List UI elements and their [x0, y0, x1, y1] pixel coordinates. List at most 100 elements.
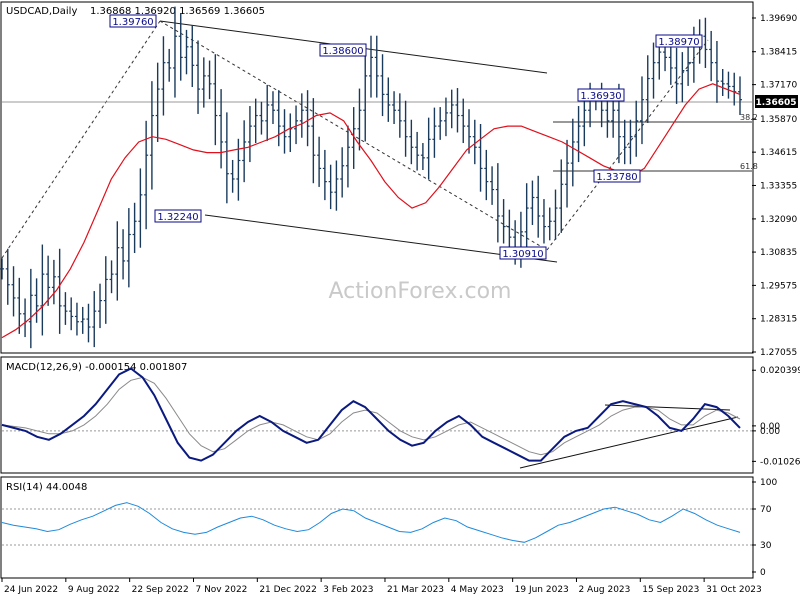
price-bar: [17, 277, 22, 334]
price-bar: [224, 112, 229, 204]
main-y-tick-label: 1.33355: [760, 181, 797, 191]
x-tick-label: 21 Mar 2023: [387, 585, 444, 595]
dashed-line-up-right: [546, 39, 709, 251]
rsi-y-tick-label: 30: [760, 541, 772, 551]
main-y-tick-label: 1.34615: [760, 148, 797, 158]
price-bar: [28, 268, 33, 349]
price-annotation: 1.39760: [109, 14, 157, 28]
annotation-label: 1.39760: [112, 17, 153, 28]
price-bar: [149, 81, 154, 190]
price-bar: [92, 291, 97, 348]
price-bar: [322, 149, 327, 201]
price-bar: [207, 60, 212, 100]
watermark: ActionForex.com: [329, 279, 512, 304]
price-bar: [46, 255, 51, 306]
x-tick-label: 2 Aug 2023: [578, 585, 630, 595]
annotation-label: 1.30910: [502, 249, 543, 260]
price-bar: [547, 207, 552, 241]
price-bar: [294, 105, 299, 145]
rsi-y-ticks: 100 70 30 0: [752, 478, 777, 578]
price-bar: [495, 163, 500, 243]
rsi-y-tick-label: 0: [760, 568, 766, 578]
price-bar: [190, 25, 195, 87]
price-bar: [478, 124, 483, 192]
annotation-label: 1.36930: [580, 91, 621, 102]
price-bar: [115, 221, 120, 301]
price-bar: [553, 189, 558, 240]
x-tick-label: 19 Jun 2023: [515, 585, 569, 595]
x-tick-label: 9 Aug 2022: [68, 585, 120, 595]
x-tick-label: 3 Feb 2023: [323, 585, 373, 595]
rsi-y-tick-label: 70: [760, 505, 772, 515]
current-price-box: [755, 95, 798, 108]
price-bar: [570, 118, 575, 187]
price-bar: [703, 17, 708, 68]
main-y-tick-label: 1.29575: [760, 281, 797, 291]
main-y-tick-label: 1.30835: [760, 248, 797, 258]
fib-labels: 38.2 61.8: [740, 113, 758, 171]
price-annotations: 1.39760 1.38600 1.32240 1.30910 1.36930 1.337…: [109, 14, 703, 260]
price-bar: [686, 47, 691, 86]
price-bar: [449, 89, 454, 129]
price-bar: [374, 35, 379, 98]
price-bar: [386, 77, 391, 122]
price-bar: [403, 100, 408, 157]
price-bar: [738, 76, 742, 116]
price-bar: [415, 131, 420, 171]
macd-trend-lower: [519, 416, 739, 469]
main-y-tick-label: 1.35870: [760, 115, 797, 125]
price-annotation: 1.36930: [577, 88, 625, 102]
price-bar: [426, 117, 431, 180]
x-tick-label: 15 Sep 2023: [642, 585, 699, 595]
price-bar: [98, 283, 103, 329]
price-bar: [155, 62, 160, 142]
price-bar: [530, 180, 535, 225]
price-bar: [357, 88, 362, 151]
price-bar: [219, 89, 224, 169]
price-bar: [80, 306, 85, 334]
main-y-tick-label: 1.37170: [760, 81, 797, 91]
price-bar: [299, 93, 304, 138]
price-bar: [461, 98, 466, 144]
channel-lower-line: [204, 214, 558, 263]
price-bar: [709, 30, 714, 82]
price-bar: [317, 136, 322, 187]
price-bar: [369, 35, 373, 98]
price-bar: [161, 36, 166, 116]
price-bar: [305, 90, 310, 147]
price-bar: [172, 6, 177, 98]
annotation-label: 1.38970: [658, 37, 699, 48]
price-bar: [69, 297, 74, 331]
price-bar: [109, 260, 114, 294]
price-bar: [328, 164, 333, 210]
price-bar: [541, 199, 546, 244]
price-bar: [132, 202, 137, 254]
price-bar: [242, 120, 247, 183]
price-bar: [259, 101, 264, 135]
price-bar: [363, 44, 368, 142]
price-bar: [351, 107, 356, 169]
price-bar: [380, 54, 385, 117]
price-bar: [126, 208, 131, 288]
macd-y-tick-label: -0.01026: [760, 457, 800, 467]
price-bar: [86, 303, 91, 343]
price-bar: [253, 98, 258, 144]
price-bar: [51, 259, 56, 305]
main-y-ticks: 1.39690 1.38415 1.37170 1.35870 1.34615 1.333…: [752, 14, 797, 358]
price-bar: [576, 106, 581, 163]
price-bars: [0, 6, 742, 349]
price-bar: [726, 71, 731, 99]
price-bar: [432, 107, 437, 158]
rsi-line: [1, 502, 741, 543]
price-bar: [63, 292, 68, 325]
price-annotation: 1.30910: [499, 246, 547, 260]
price-bar: [230, 159, 235, 193]
price-bar: [276, 90, 281, 147]
price-bar: [420, 143, 425, 170]
price-bar: [490, 166, 495, 205]
price-bar: [467, 109, 472, 154]
price-bar: [536, 175, 541, 238]
rsi-y-tick-label: 100: [760, 478, 777, 488]
